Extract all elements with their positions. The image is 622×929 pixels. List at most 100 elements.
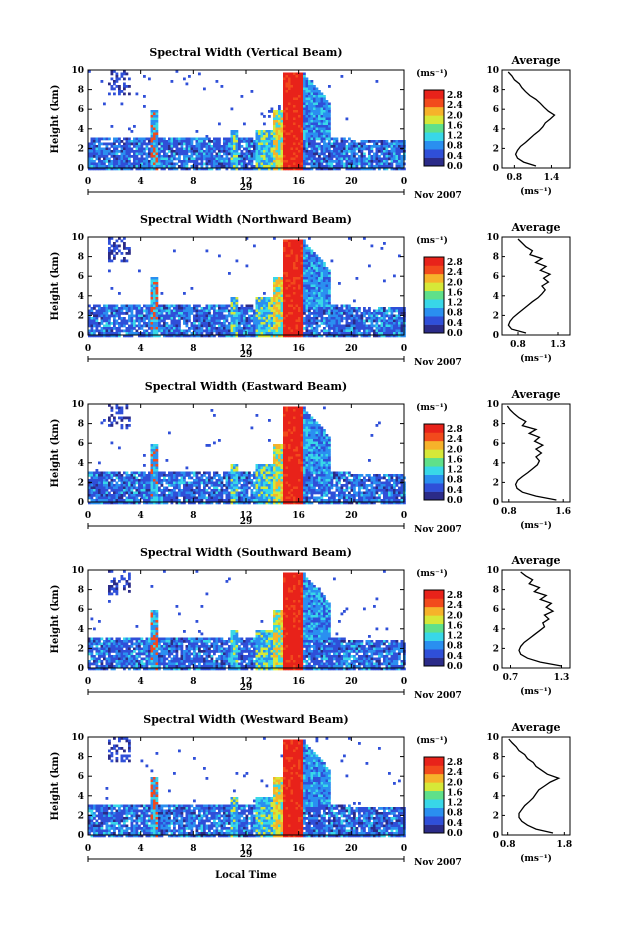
- heatmap-cell: [215, 80, 219, 83]
- heatmap-cell: [275, 135, 279, 138]
- heatmap-cell: [103, 479, 106, 482]
- heatmap-cell: [345, 309, 349, 313]
- y-axis-label: Height (km): [50, 85, 61, 154]
- heatmap: [88, 237, 406, 338]
- heatmap-cell: [198, 162, 201, 166]
- heatmap-cell: [275, 142, 279, 146]
- heatmap-cell: [285, 87, 289, 91]
- heatmap-cell: [285, 132, 289, 136]
- heatmap-cell: [145, 476, 149, 480]
- heatmap-cell: [360, 157, 364, 161]
- heatmap-cell: [143, 491, 146, 495]
- heatmap-cell: [395, 167, 399, 171]
- heatmap-cell: [325, 267, 329, 270]
- heatmap-cell: [115, 239, 119, 243]
- heatmap-cell: [93, 476, 96, 480]
- heatmap-cell: [378, 307, 381, 310]
- heatmap-cell: [133, 165, 136, 168]
- heatmap-cell: [320, 317, 324, 320]
- heatmap-cell: [150, 501, 154, 505]
- heatmap-cell: [223, 309, 226, 313]
- heatmap-cell: [298, 267, 301, 270]
- heatmap-cell: [278, 334, 281, 338]
- heatmap-cell: [313, 307, 316, 310]
- heatmap-cell: [138, 142, 141, 146]
- heatmap-cell: [338, 322, 341, 325]
- heatmap-cell: [313, 257, 316, 260]
- heatmap-cell: [345, 147, 349, 151]
- heatmap-cell: [273, 147, 276, 151]
- heatmap-cell: [300, 267, 304, 270]
- heatmap-cell: [150, 292, 154, 295]
- heatmap-cell: [328, 85, 331, 88]
- heatmap-cell: [200, 165, 204, 168]
- heatmap-cell: [300, 244, 304, 248]
- heatmap-cell: [330, 167, 334, 171]
- heatmap-cell: [208, 322, 211, 325]
- heatmap-cell: [113, 474, 116, 477]
- heatmap-cell: [93, 160, 96, 163]
- heatmap-cell: [153, 140, 156, 143]
- heatmap-cell: [138, 474, 141, 477]
- heatmap-cell: [95, 322, 99, 325]
- heatmap-cell: [160, 329, 164, 333]
- heatmap-cell: [295, 130, 299, 133]
- heatmap-cell: [318, 264, 321, 268]
- heatmap-cell: [273, 324, 276, 328]
- heatmap-cell: [93, 474, 96, 477]
- heatmap-cell: [313, 125, 316, 128]
- heatmap-cell: [163, 137, 166, 141]
- heatmap-cell: [238, 332, 241, 335]
- heatmap-cell: [258, 160, 261, 163]
- heatmap-cell: [163, 155, 166, 158]
- heatmap-cell: [305, 257, 309, 260]
- heatmap-cell: [333, 304, 336, 308]
- heatmap-cell: [280, 117, 284, 121]
- heatmap-cell: [313, 252, 316, 255]
- heatmap-cell: [358, 162, 361, 166]
- heatmap-cell: [173, 155, 176, 158]
- heatmap-cell: [108, 324, 111, 328]
- heatmap-cell: [313, 87, 316, 91]
- heatmap-cell: [335, 334, 339, 338]
- heatmap-cell: [303, 252, 306, 255]
- heatmap-cell: [308, 284, 311, 288]
- heatmap-cell: [303, 309, 306, 313]
- heatmap-cell: [310, 289, 314, 293]
- heatmap-cell: [275, 160, 279, 163]
- heatmap-cell: [293, 294, 296, 298]
- heatmap-cell: [188, 491, 191, 495]
- heatmap-cell: [313, 329, 316, 333]
- heatmap-cell: [123, 304, 126, 308]
- heatmap-cell: [335, 137, 339, 141]
- heatmap-cell: [115, 471, 119, 475]
- heatmap-cell: [130, 481, 134, 485]
- heatmap-cell: [335, 152, 339, 156]
- heatmap-cell: [190, 489, 194, 492]
- heatmap-cell: [120, 416, 124, 420]
- heatmap-cell: [278, 122, 281, 126]
- heatmap-cell: [168, 496, 171, 500]
- heatmap-cell: [118, 446, 121, 450]
- heatmap-cell: [305, 147, 309, 151]
- heatmap-cell: [285, 267, 289, 270]
- heatmap-cell: [293, 309, 296, 313]
- heatmap-cell: [190, 287, 194, 290]
- heatmap-cell: [260, 334, 264, 338]
- heatmap-cell: [283, 122, 286, 126]
- heatmap-cell: [175, 152, 179, 156]
- heatmap-cell: [195, 496, 199, 500]
- heatmap-cell: [108, 501, 111, 505]
- heatmap-cell: [248, 167, 251, 171]
- heatmap-cell: [260, 130, 264, 133]
- heatmap-cell: [323, 157, 326, 161]
- heatmap-cell: [208, 334, 211, 338]
- heatmap-cell: [315, 157, 319, 161]
- heatmap-cell: [120, 162, 124, 166]
- heatmap-cell: [90, 137, 94, 141]
- heatmap-cell: [110, 406, 114, 410]
- heatmap-cell: [318, 120, 321, 123]
- heatmap-cell: [170, 484, 174, 487]
- heatmap-cell: [283, 327, 286, 330]
- heatmap-cell: [118, 292, 121, 295]
